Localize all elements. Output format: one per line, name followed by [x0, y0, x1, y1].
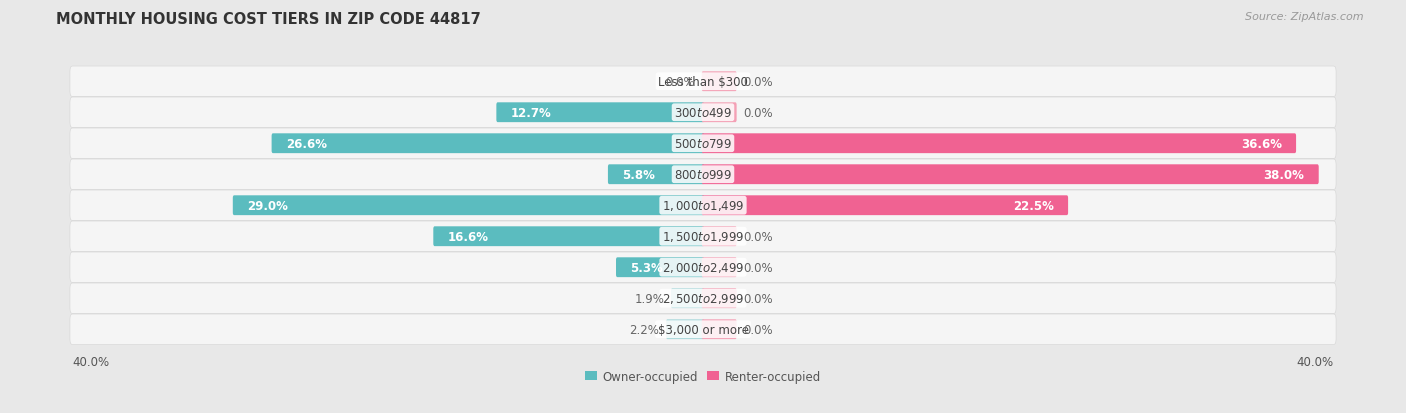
FancyBboxPatch shape: [70, 252, 1336, 283]
Text: 16.6%: 16.6%: [447, 230, 488, 243]
Text: 2.2%: 2.2%: [630, 323, 659, 336]
FancyBboxPatch shape: [496, 103, 704, 123]
Text: 0.0%: 0.0%: [665, 76, 695, 88]
Text: 0.0%: 0.0%: [744, 323, 773, 336]
FancyBboxPatch shape: [702, 289, 737, 309]
FancyBboxPatch shape: [70, 129, 1336, 159]
Text: $300 to $499: $300 to $499: [673, 107, 733, 119]
Text: 5.3%: 5.3%: [630, 261, 664, 274]
Text: 0.0%: 0.0%: [744, 107, 773, 119]
FancyBboxPatch shape: [702, 165, 1319, 185]
FancyBboxPatch shape: [702, 196, 1069, 216]
Text: 22.5%: 22.5%: [1012, 199, 1054, 212]
Text: $1,500 to $1,999: $1,500 to $1,999: [662, 230, 744, 244]
FancyBboxPatch shape: [702, 72, 737, 92]
Text: $500 to $799: $500 to $799: [673, 138, 733, 150]
FancyBboxPatch shape: [702, 227, 737, 247]
Text: 5.8%: 5.8%: [621, 169, 655, 181]
Text: Source: ZipAtlas.com: Source: ZipAtlas.com: [1246, 12, 1364, 22]
FancyBboxPatch shape: [70, 221, 1336, 252]
FancyBboxPatch shape: [233, 196, 704, 216]
Text: 29.0%: 29.0%: [247, 199, 288, 212]
Legend: Owner-occupied, Renter-occupied: Owner-occupied, Renter-occupied: [585, 370, 821, 383]
Text: 0.0%: 0.0%: [744, 76, 773, 88]
Text: 0.0%: 0.0%: [744, 261, 773, 274]
Text: 1.9%: 1.9%: [634, 292, 664, 305]
Text: 0.0%: 0.0%: [744, 292, 773, 305]
FancyBboxPatch shape: [702, 103, 737, 123]
FancyBboxPatch shape: [70, 160, 1336, 190]
Text: 38.0%: 38.0%: [1264, 169, 1305, 181]
Text: 40.0%: 40.0%: [1296, 356, 1333, 368]
Text: MONTHLY HOUSING COST TIERS IN ZIP CODE 44817: MONTHLY HOUSING COST TIERS IN ZIP CODE 4…: [56, 12, 481, 27]
FancyBboxPatch shape: [702, 258, 737, 278]
FancyBboxPatch shape: [671, 289, 704, 309]
Text: $2,000 to $2,499: $2,000 to $2,499: [662, 261, 744, 275]
Text: $1,000 to $1,499: $1,000 to $1,499: [662, 199, 744, 213]
FancyBboxPatch shape: [70, 190, 1336, 221]
FancyBboxPatch shape: [666, 320, 704, 339]
Text: 26.6%: 26.6%: [285, 138, 326, 150]
FancyBboxPatch shape: [702, 134, 1296, 154]
Text: $2,500 to $2,999: $2,500 to $2,999: [662, 292, 744, 306]
FancyBboxPatch shape: [433, 227, 704, 247]
FancyBboxPatch shape: [70, 98, 1336, 128]
Text: 36.6%: 36.6%: [1241, 138, 1282, 150]
Text: $800 to $999: $800 to $999: [673, 169, 733, 181]
Text: Less than $300: Less than $300: [658, 76, 748, 88]
Text: 40.0%: 40.0%: [73, 356, 110, 368]
FancyBboxPatch shape: [702, 320, 737, 339]
Text: 0.0%: 0.0%: [744, 230, 773, 243]
FancyBboxPatch shape: [616, 258, 704, 278]
FancyBboxPatch shape: [70, 67, 1336, 97]
Text: $3,000 or more: $3,000 or more: [658, 323, 748, 336]
FancyBboxPatch shape: [70, 314, 1336, 344]
FancyBboxPatch shape: [271, 134, 704, 154]
Text: 12.7%: 12.7%: [510, 107, 551, 119]
FancyBboxPatch shape: [607, 165, 704, 185]
FancyBboxPatch shape: [70, 283, 1336, 313]
